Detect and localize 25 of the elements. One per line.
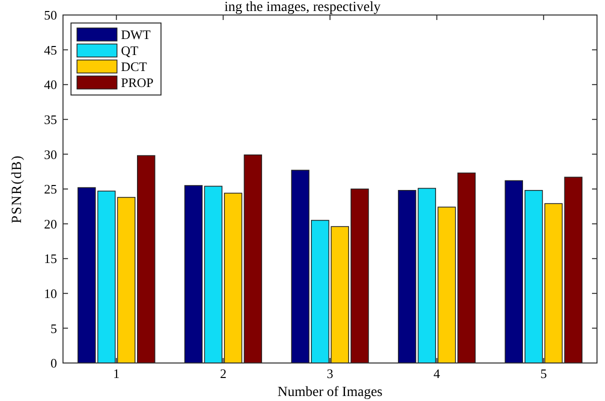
legend-label: QT bbox=[121, 43, 138, 58]
x-tick-label: 4 bbox=[434, 366, 441, 381]
x-axis-title: Number of Images bbox=[278, 385, 382, 400]
legend-label: DCT bbox=[121, 59, 148, 74]
y-tick-label: 15 bbox=[44, 251, 57, 266]
annotation: ing the images, respectively bbox=[224, 0, 381, 15]
x-tick-label: 2 bbox=[220, 366, 226, 381]
y-tick-label: 45 bbox=[44, 42, 57, 58]
y-tick-label: 0 bbox=[50, 356, 57, 371]
y-tick-label: 20 bbox=[44, 216, 57, 232]
y-tick-label: 30 bbox=[44, 146, 57, 162]
legend-label: DWT bbox=[121, 27, 151, 42]
x-tick-label: 3 bbox=[326, 366, 334, 381]
y-tick-label: 40 bbox=[44, 77, 57, 92]
y-axis-title: PSNR(dB) bbox=[10, 154, 25, 224]
bar bbox=[244, 154, 262, 364]
y-tick-label: 25 bbox=[44, 182, 57, 197]
legend-label: PROP bbox=[121, 75, 154, 90]
y-tick-label: 35 bbox=[44, 112, 57, 127]
y-tick-label: 10 bbox=[44, 286, 57, 301]
y-tick-label: 5 bbox=[50, 320, 57, 336]
y-tick-label: 50 bbox=[44, 8, 57, 23]
bar bbox=[398, 190, 416, 364]
x-tick-label: 5 bbox=[540, 366, 547, 381]
x-tick-label: 1 bbox=[113, 366, 120, 381]
